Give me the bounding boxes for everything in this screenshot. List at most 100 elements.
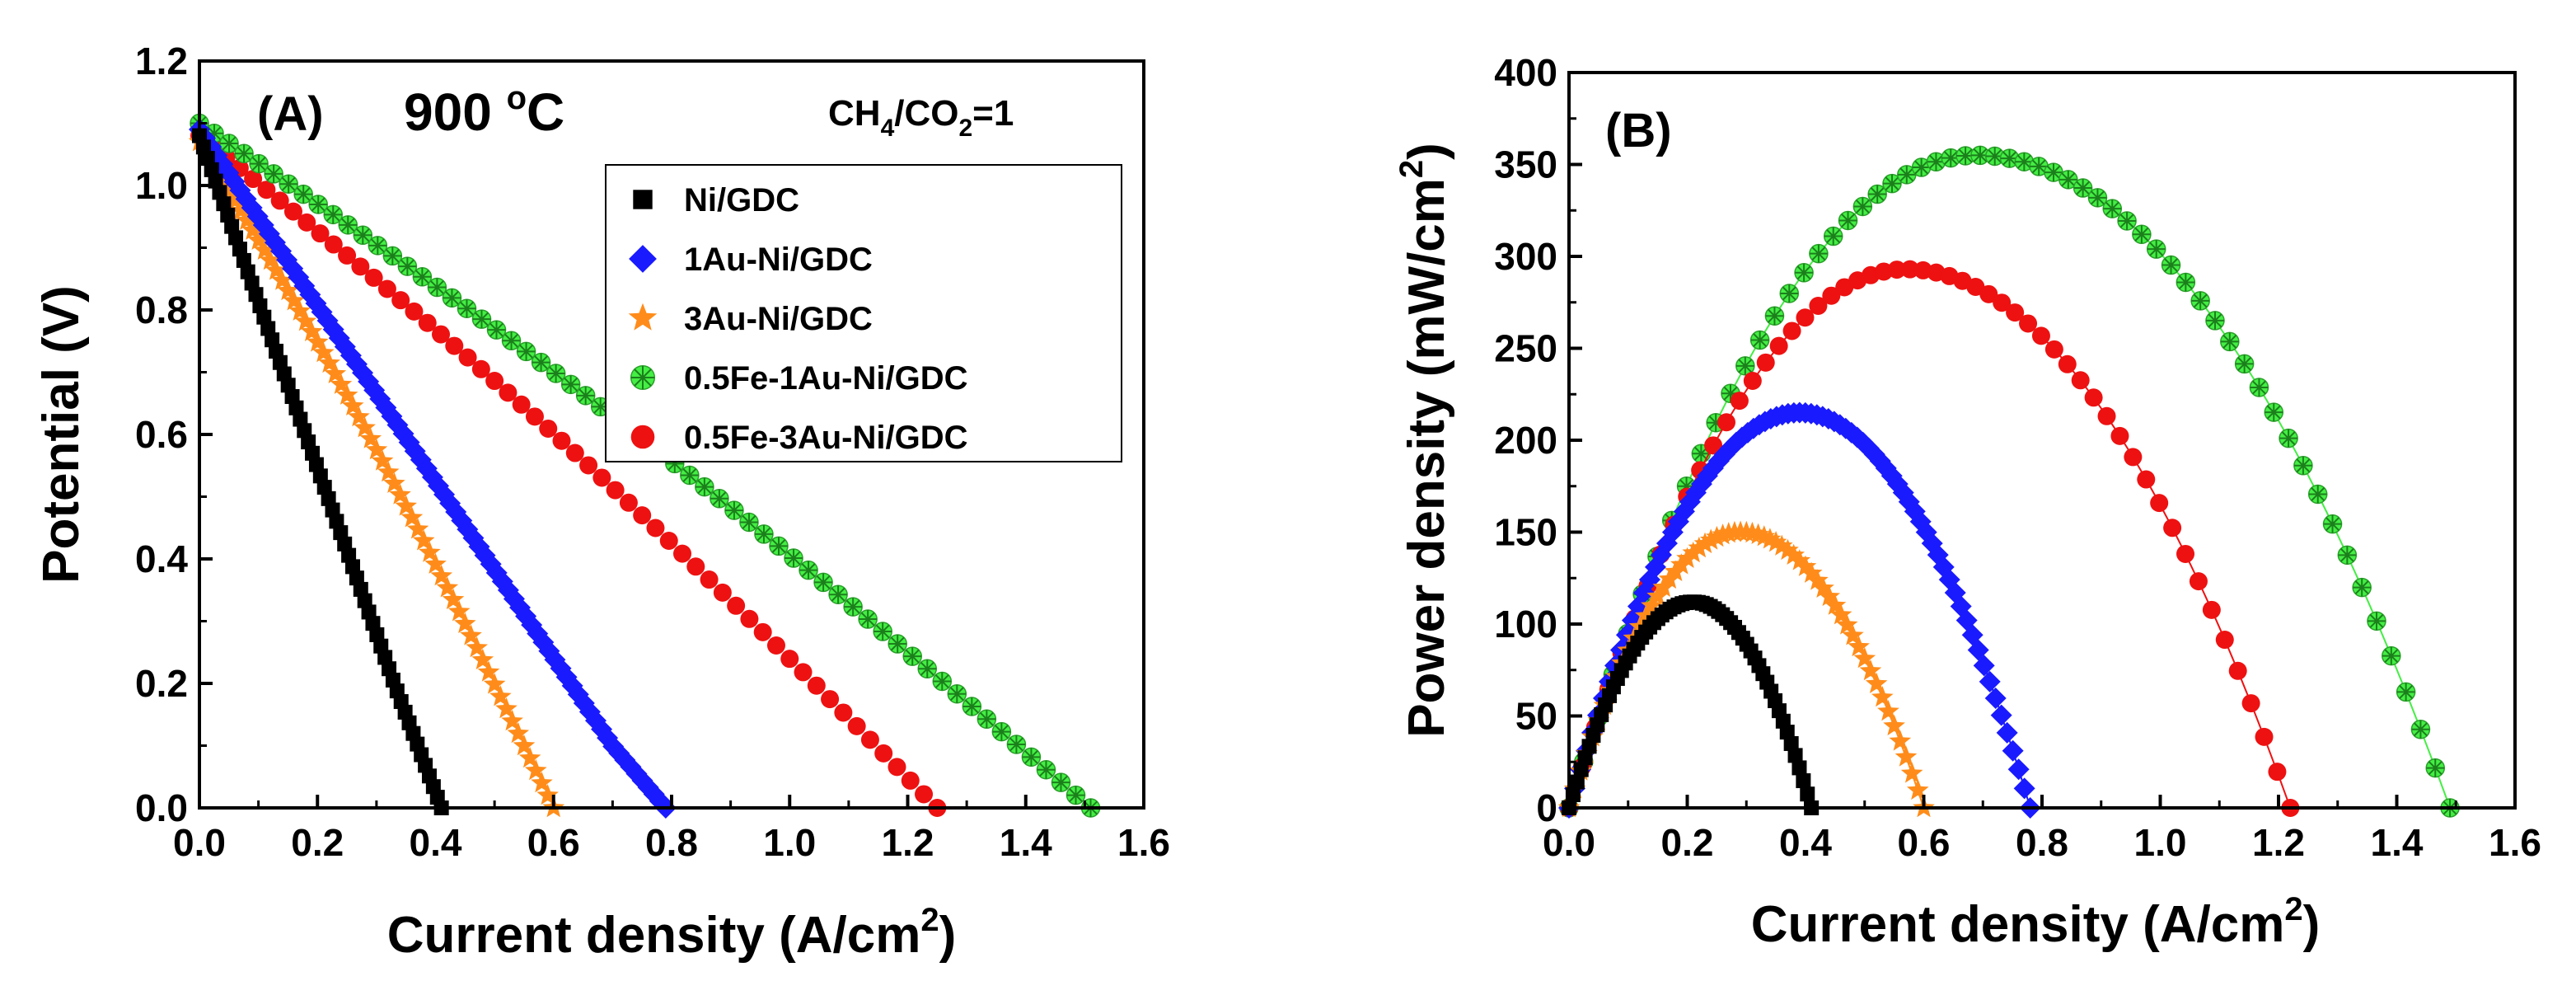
iv-point <box>405 302 424 321</box>
power-point <box>2205 311 2225 331</box>
x-tick-label: 0.6 <box>1898 821 1951 864</box>
legend-marker <box>633 190 653 209</box>
iv-point <box>947 683 967 704</box>
iv-point <box>769 536 789 556</box>
iv-point <box>312 468 328 484</box>
iv-point <box>377 650 393 665</box>
power-point <box>2410 720 2431 739</box>
iv-point <box>257 181 276 199</box>
iv-point <box>784 548 803 568</box>
x-tick-label: 0.8 <box>645 821 698 864</box>
iv-point <box>365 438 388 460</box>
x-tick-label: 1.4 <box>1000 821 1052 864</box>
power-point <box>1907 778 1929 800</box>
power-point <box>1743 371 1762 390</box>
iv-point <box>364 268 383 287</box>
iv-point <box>646 519 665 537</box>
iv-point <box>265 259 288 280</box>
power-point <box>2161 255 2181 275</box>
power-point <box>2146 239 2166 259</box>
power-point <box>2241 694 2260 713</box>
power-point <box>2058 354 2077 373</box>
x-tick-label: 0.4 <box>1779 821 1832 864</box>
power-point <box>1812 576 1834 598</box>
power-point <box>1853 647 1876 669</box>
power-point <box>2163 519 2182 537</box>
y-tick-label: 150 <box>1494 511 1557 554</box>
power-point <box>1990 704 2012 726</box>
iv-point <box>234 143 254 164</box>
iv-point <box>212 185 227 200</box>
panel-b-x-axis-title: Current density (A/cm2) <box>1751 891 2321 953</box>
iv-point <box>305 445 321 461</box>
iv-point <box>447 600 471 622</box>
iv-point <box>1006 735 1027 754</box>
iv-point <box>338 215 358 235</box>
y-title-sup: 2 <box>1393 160 1430 178</box>
iv-point <box>220 207 236 223</box>
power-point <box>1955 146 1975 166</box>
iv-point <box>277 279 299 301</box>
iv-point <box>606 481 625 500</box>
power-point <box>1889 730 1912 751</box>
iv-point <box>351 257 370 276</box>
power-point <box>2014 152 2035 171</box>
iv-point <box>858 609 878 629</box>
iv-point <box>419 541 441 562</box>
power-point <box>1783 735 1799 751</box>
power-point <box>2124 448 2143 467</box>
power-point <box>1749 330 1770 350</box>
power-point <box>1667 510 1689 533</box>
iv-point <box>766 636 785 655</box>
power-point <box>2058 170 2078 190</box>
iv-point <box>283 202 302 221</box>
power-point <box>2337 545 2358 566</box>
power-point <box>1706 525 1728 547</box>
power-point <box>2220 331 2240 352</box>
y-tick-label: 1.0 <box>135 164 188 207</box>
iv-point <box>377 279 396 298</box>
iv-point <box>902 646 922 666</box>
gas-ch: CH <box>828 93 881 134</box>
power-point <box>2019 314 2038 333</box>
iv-point <box>501 709 523 731</box>
power-point <box>1809 296 1828 315</box>
iv-point <box>695 476 714 497</box>
y-tick-label: 1.2 <box>135 40 188 82</box>
iv-point <box>673 544 692 563</box>
iv-point <box>341 547 357 563</box>
x-tick-label: 0.4 <box>410 821 462 864</box>
iv-point <box>483 673 506 694</box>
iv-point <box>780 650 799 669</box>
power-point <box>2189 572 2208 591</box>
power-point <box>1682 542 1704 563</box>
iv-point <box>524 758 547 781</box>
x-tick-label: 0.0 <box>1543 821 1595 864</box>
panel-b-y-axis-title: Power density (mW/cm2) <box>1393 143 1455 738</box>
panel-a-x-axis-title: Current density (A/cm2) <box>387 902 957 964</box>
iv-point <box>560 374 581 395</box>
iv-point <box>329 514 344 529</box>
iv-point <box>813 572 833 593</box>
power-point <box>1577 750 1593 766</box>
iv-point <box>288 400 304 415</box>
power-point <box>1973 655 1995 677</box>
iv-point <box>753 622 772 641</box>
iv-point <box>361 604 377 620</box>
iv-point <box>536 784 559 805</box>
x-tick-label: 1.0 <box>2134 821 2187 864</box>
power-point <box>1800 786 1815 802</box>
power-point <box>1941 148 1961 168</box>
power-point <box>1704 436 1723 455</box>
power-point <box>1735 356 1755 376</box>
iv-point <box>323 204 343 225</box>
iv-point <box>318 351 340 373</box>
power-point <box>1730 392 1749 411</box>
iv-point <box>485 372 504 391</box>
iv-point <box>333 525 349 541</box>
iv-point <box>1066 785 1086 805</box>
x-tick-label: 1.6 <box>1117 821 1170 864</box>
iv-point <box>224 218 240 234</box>
iv-point <box>991 721 1012 742</box>
iv-point <box>579 456 598 475</box>
